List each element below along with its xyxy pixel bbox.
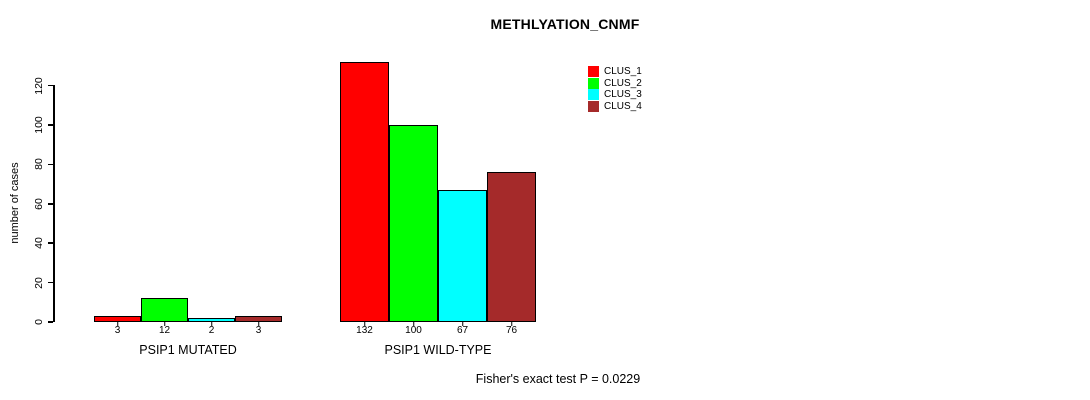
legend-row-clus_3: CLUS_3 bbox=[588, 89, 642, 101]
x-axis-tick bbox=[510, 322, 513, 326]
x-axis-tick bbox=[116, 322, 119, 326]
bar-clus_1-wildtype bbox=[340, 61, 389, 322]
chart-title: METHLYATION_CNMF bbox=[490, 16, 640, 32]
bar-value-label: 67 bbox=[456, 325, 469, 336]
x-axis-tick bbox=[363, 322, 366, 326]
legend-label: CLUS_2 bbox=[604, 77, 642, 89]
bar-clus_3-mutated bbox=[188, 318, 235, 322]
legend-row-clus_1: CLUS_1 bbox=[588, 66, 642, 78]
bar-clus_2-wildtype bbox=[389, 125, 438, 322]
bar-value-label: 3 bbox=[114, 325, 121, 336]
legend-swatch-icon bbox=[588, 100, 599, 112]
legend-label: CLUS_3 bbox=[604, 89, 642, 101]
y-axis-tick-label: 120 bbox=[33, 76, 45, 95]
y-axis-tick-label: 80 bbox=[33, 158, 45, 171]
y-axis-tick bbox=[48, 84, 53, 87]
legend: CLUS_1 CLUS_2 CLUS_3 CLUS_4 bbox=[588, 66, 642, 112]
x-axis-tick bbox=[461, 322, 464, 326]
y-axis-tick-label: 0 bbox=[33, 319, 45, 325]
group-label-mutated: PSIP1 MUTATED bbox=[139, 343, 237, 357]
group-label-wildtype: PSIP1 WILD-TYPE bbox=[384, 343, 492, 357]
y-axis-tick-label: 40 bbox=[33, 237, 45, 250]
y-axis-tick-label: 60 bbox=[33, 197, 45, 210]
legend-swatch-icon bbox=[588, 66, 599, 78]
bar-clus_2-mutated bbox=[141, 298, 188, 322]
y-axis-tick bbox=[48, 281, 53, 284]
bar-clus_4-mutated bbox=[235, 316, 282, 322]
legend-swatch-icon bbox=[588, 89, 599, 101]
legend-row-clus_4: CLUS_4 bbox=[588, 100, 642, 113]
fisher-test-annotation: Fisher's exact test P = 0.0229 bbox=[475, 372, 641, 386]
bar-clus_4-wildtype bbox=[487, 172, 536, 322]
legend-row-clus_2: CLUS_2 bbox=[588, 77, 642, 90]
bar-clus_3-wildtype bbox=[438, 190, 487, 322]
bar-value-label: 100 bbox=[405, 325, 422, 336]
y-axis-title: number of cases bbox=[9, 162, 21, 244]
bar-value-label: 132 bbox=[356, 325, 373, 336]
bar-value-label: 76 bbox=[505, 325, 518, 336]
y-axis-line bbox=[53, 85, 55, 322]
y-axis-tick bbox=[48, 124, 53, 126]
legend-label: CLUS_1 bbox=[604, 66, 642, 78]
y-axis-tick bbox=[48, 203, 53, 205]
x-axis-tick bbox=[163, 322, 166, 326]
y-axis-tick bbox=[48, 242, 53, 244]
y-axis-tick-label: 100 bbox=[33, 116, 45, 134]
bar-value-label: 2 bbox=[208, 325, 215, 336]
x-axis-tick bbox=[412, 322, 415, 326]
y-axis-tick bbox=[48, 163, 53, 166]
legend-label: CLUS_4 bbox=[604, 100, 642, 112]
y-axis-tick-label: 20 bbox=[33, 276, 45, 289]
x-axis-tick bbox=[210, 322, 213, 326]
x-axis-tick bbox=[257, 322, 260, 326]
bar-clus_1-mutated bbox=[94, 316, 141, 322]
legend-swatch-icon bbox=[588, 77, 599, 89]
y-axis-tick bbox=[48, 321, 53, 323]
bar-value-label: 12 bbox=[158, 325, 171, 336]
bar-value-label: 3 bbox=[255, 325, 262, 336]
